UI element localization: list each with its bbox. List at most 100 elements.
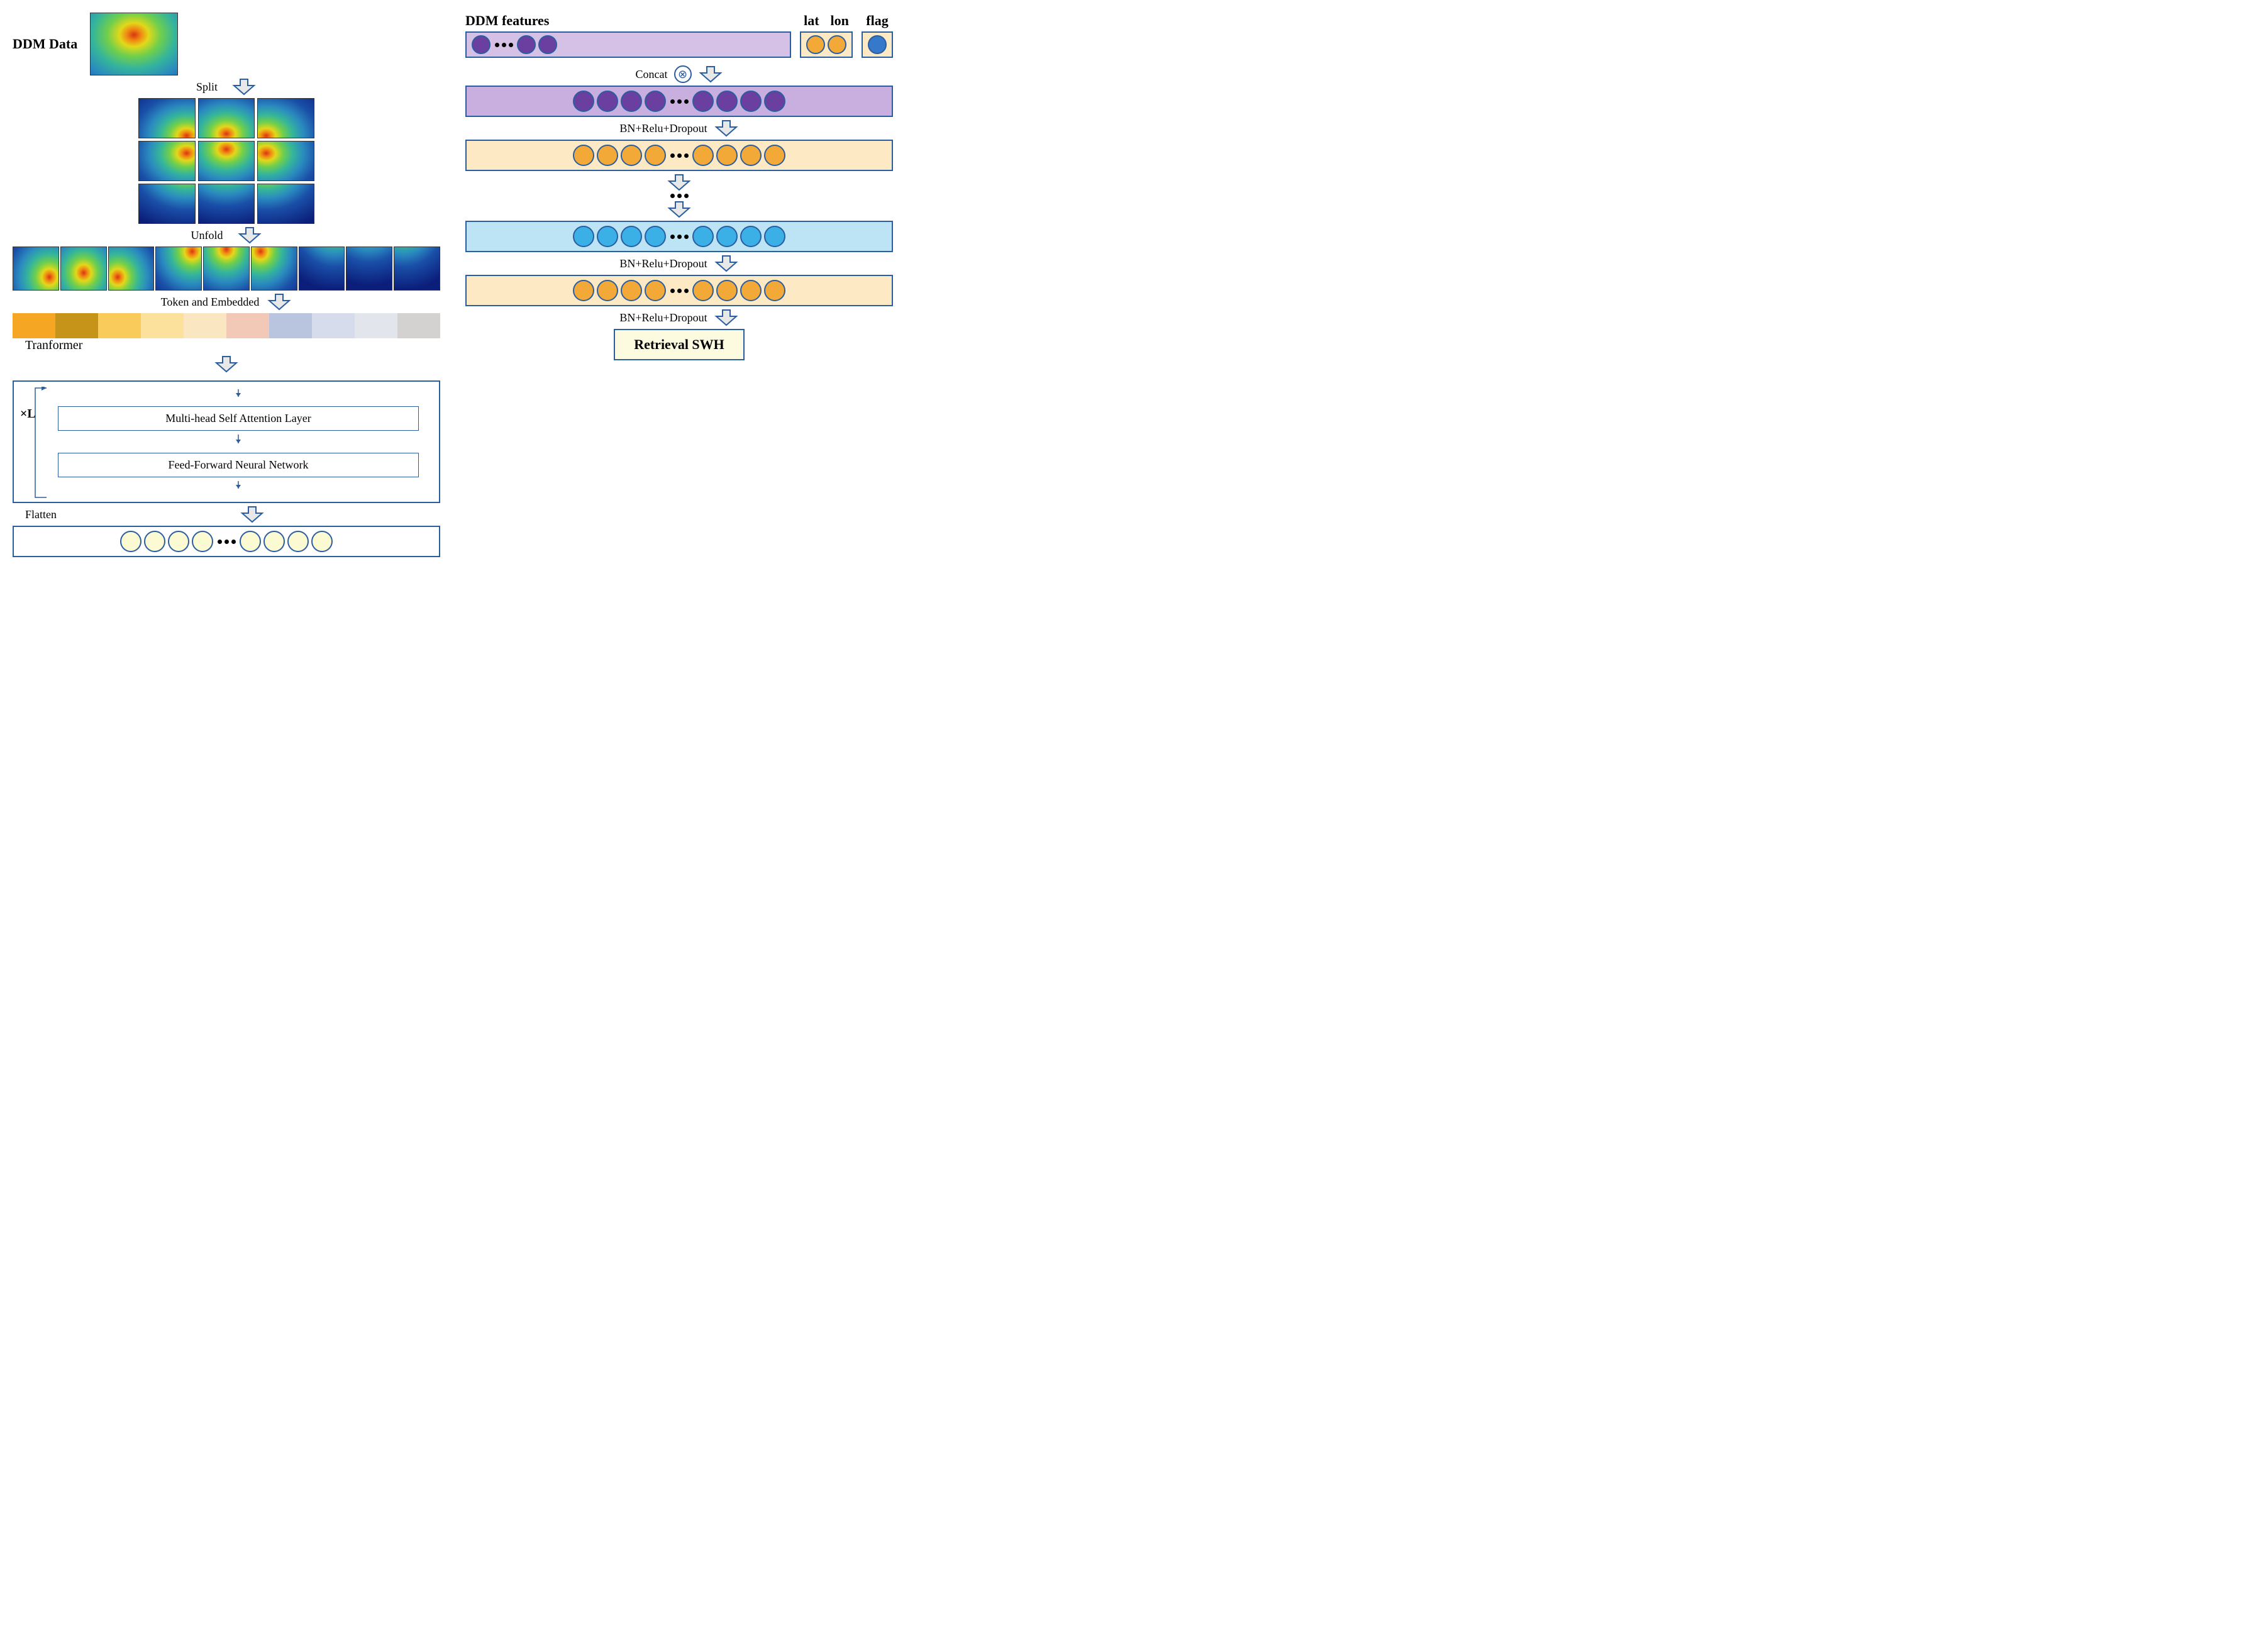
concat-op-row: Concat ⊗: [636, 63, 723, 86]
ddm-strip-tile: [251, 247, 297, 291]
ddm-tile: [138, 98, 196, 138]
token-cell: [397, 313, 440, 338]
ddm-strip-tile: [108, 247, 155, 291]
ellipsis-icon: [668, 289, 690, 293]
feature-circle: [806, 35, 825, 54]
feature-circle: [144, 531, 165, 552]
feature-circle: [621, 145, 642, 166]
arrow-down-icon: [267, 293, 292, 311]
feature-circle: [692, 226, 714, 247]
feature-circle: [168, 531, 189, 552]
token-cell: [184, 313, 226, 338]
transformer-in-arrow: [45, 389, 431, 399]
arrow-down-icon: [231, 78, 257, 96]
transformer-mid-arrow: [45, 435, 431, 446]
feature-circle: [573, 280, 594, 301]
feature-circle: [573, 91, 594, 112]
split-label: Split: [196, 80, 218, 94]
feature-circle: [645, 280, 666, 301]
ddm-tile: [257, 98, 314, 138]
token-cell: [55, 313, 98, 338]
flag-label: flag: [866, 13, 888, 29]
feature-circle: [597, 91, 618, 112]
feature-circle: [621, 280, 642, 301]
ddm-split-grid: [138, 98, 314, 224]
right-pipeline: DDM features lat lon flag Concat ⊗ BN+: [465, 13, 893, 557]
token-cell: [269, 313, 312, 338]
feature-circle: [764, 145, 785, 166]
token-cell: [355, 313, 397, 338]
arrow-down-icon: [714, 309, 739, 326]
feature-circle: [621, 226, 642, 247]
ellipsis-icon: [668, 235, 690, 239]
feature-circle: [645, 226, 666, 247]
feature-circle: [311, 531, 333, 552]
arrow-down-icon: [714, 255, 739, 272]
ddm-heatmap-main: [90, 13, 178, 75]
transformer-out-arrow: [45, 481, 431, 491]
ellipsis-icon: [493, 43, 514, 47]
feature-circle: [692, 91, 714, 112]
architecture-diagram: DDM Data Split Unfold Token and Embedded…: [13, 13, 893, 557]
feature-circle: [263, 531, 285, 552]
arrow-down-icon: [667, 174, 692, 191]
feature-circle: [740, 280, 762, 301]
feature-circle: [472, 35, 491, 54]
feature-circle: [828, 35, 846, 54]
feature-circle: [240, 531, 261, 552]
bn-label-3: BN+Relu+Dropout: [619, 311, 707, 324]
bn2-row: BN+Relu+Dropout: [619, 252, 738, 275]
token-cell: [98, 313, 141, 338]
token-cell: [141, 313, 184, 338]
lat-label: lat: [804, 13, 819, 29]
ellipsis-icon: [216, 540, 237, 544]
otimes-icon: ⊗: [674, 65, 692, 83]
flag-vector: [862, 31, 893, 58]
feature-circle: [764, 280, 785, 301]
ddm-tile: [257, 184, 314, 224]
bn1-row: BN+Relu+Dropout: [619, 117, 738, 140]
arrow-down-icon: [714, 119, 739, 137]
ddm-header-row: DDM Data: [13, 13, 440, 75]
feature-circle: [716, 226, 738, 247]
layer-orange-2: [465, 275, 893, 306]
ddm-strip-tile: [346, 247, 392, 291]
lon-label: lon: [831, 13, 849, 29]
feature-circle: [645, 145, 666, 166]
token-cell: [312, 313, 355, 338]
ffn-layer: Feed-Forward Neural Network: [58, 453, 419, 477]
arrow-down-icon: [667, 201, 692, 218]
ddm-tile: [257, 141, 314, 181]
split-row: Split: [13, 75, 440, 98]
ddm-tile: [198, 141, 255, 181]
ddm-strip-tile: [13, 247, 59, 291]
feature-circle: [740, 145, 762, 166]
ddm-tile: [198, 98, 255, 138]
feature-circle: [573, 145, 594, 166]
flatten-label: Flatten: [25, 508, 57, 521]
flatten-row: Flatten: [13, 503, 440, 526]
feature-circle: [692, 280, 714, 301]
layer-blue: [465, 221, 893, 252]
token-row-label: Token and Embedded: [13, 291, 440, 313]
ddm-tile: [138, 184, 196, 224]
ellipsis-icon: [668, 194, 690, 198]
feature-circle: [716, 145, 738, 166]
inputs-row: DDM features lat lon flag: [465, 13, 893, 58]
attention-layer: Multi-head Self Attention Layer: [58, 406, 419, 431]
concat-label: Concat: [636, 68, 668, 81]
ddm-unfold-strip: [13, 247, 440, 291]
ddm-data-title: DDM Data: [13, 36, 77, 52]
flatten-vector: [13, 526, 440, 557]
feature-circle: [597, 145, 618, 166]
token-embedding-row: [13, 313, 440, 338]
feature-circle: [740, 226, 762, 247]
feature-circle: [740, 91, 762, 112]
feature-circle: [517, 35, 536, 54]
feature-circle: [120, 531, 141, 552]
bn3-row: BN+Relu+Dropout: [619, 306, 738, 329]
feature-circle: [692, 145, 714, 166]
token-cell: [226, 313, 269, 338]
result-box: Retrieval SWH: [614, 329, 745, 360]
ellipsis-icon: [668, 99, 690, 104]
